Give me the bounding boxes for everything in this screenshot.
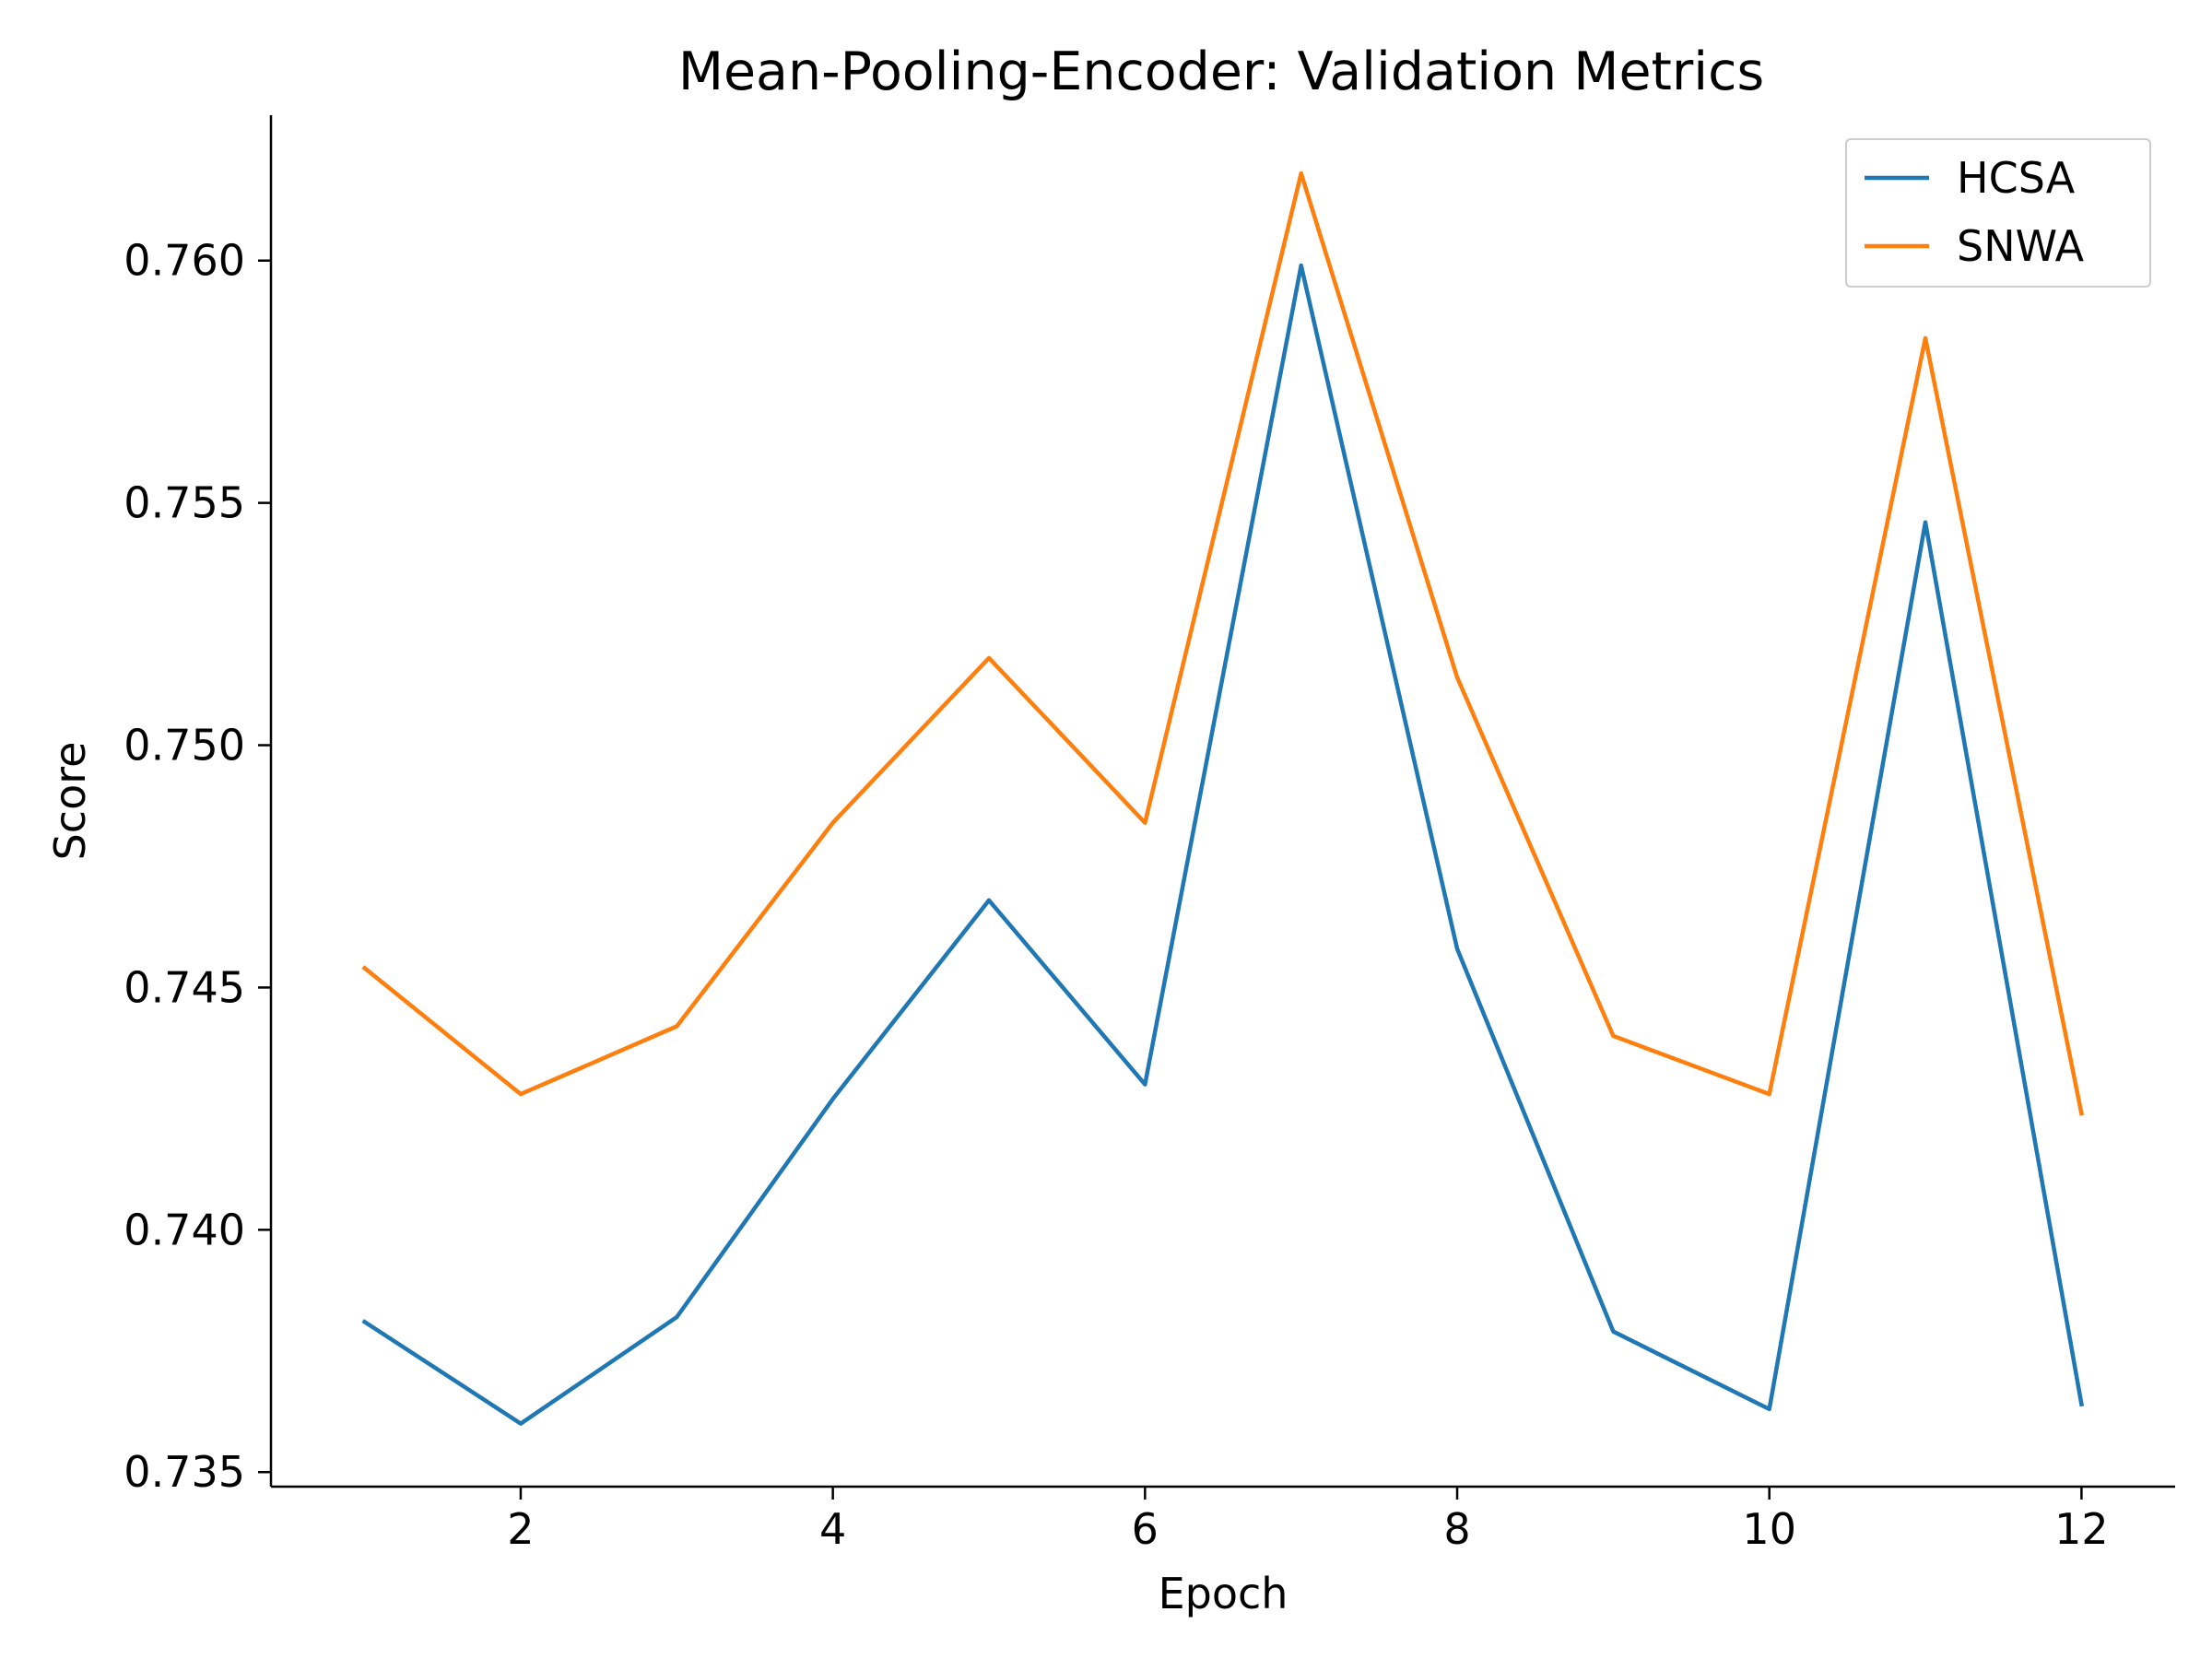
y-tick-label: 0.735 — [124, 1447, 245, 1497]
y-tick-label: 0.745 — [124, 962, 245, 1012]
y-ticks: 0.735 0.740 0.745 0.750 0.755 0.760 — [124, 236, 271, 1497]
x-tick-label: 2 — [507, 1504, 534, 1554]
y-tick-label: 0.755 — [124, 478, 245, 528]
y-tick-label: 0.750 — [124, 721, 245, 771]
legend-label-snwa: SNWA — [1957, 221, 2085, 271]
x-tick-label: 12 — [2054, 1504, 2109, 1554]
x-axis-label: Epoch — [1159, 1569, 1288, 1618]
y-axis-label: Score — [45, 742, 95, 861]
x-tick-label: 10 — [1742, 1504, 1796, 1554]
legend-label-hcsa: HCSA — [1957, 153, 2076, 203]
x-tick-label: 4 — [819, 1504, 846, 1554]
plot-lines — [361, 171, 2085, 1426]
series-line-snwa — [361, 171, 2085, 1116]
series-line-hcsa — [361, 263, 2085, 1426]
x-tick-label: 8 — [1443, 1504, 1470, 1554]
x-ticks: 2 4 6 8 10 12 — [507, 1487, 2109, 1554]
y-tick-label: 0.740 — [124, 1205, 245, 1254]
x-tick-label: 6 — [1132, 1504, 1159, 1554]
y-tick-label: 0.760 — [124, 236, 245, 286]
legend-items: HCSA SNWA — [1865, 153, 2085, 271]
chart-title: Mean-Pooling-Encoder: Validation Metrics — [678, 41, 1764, 102]
legend: HCSA SNWA — [1845, 138, 2151, 288]
